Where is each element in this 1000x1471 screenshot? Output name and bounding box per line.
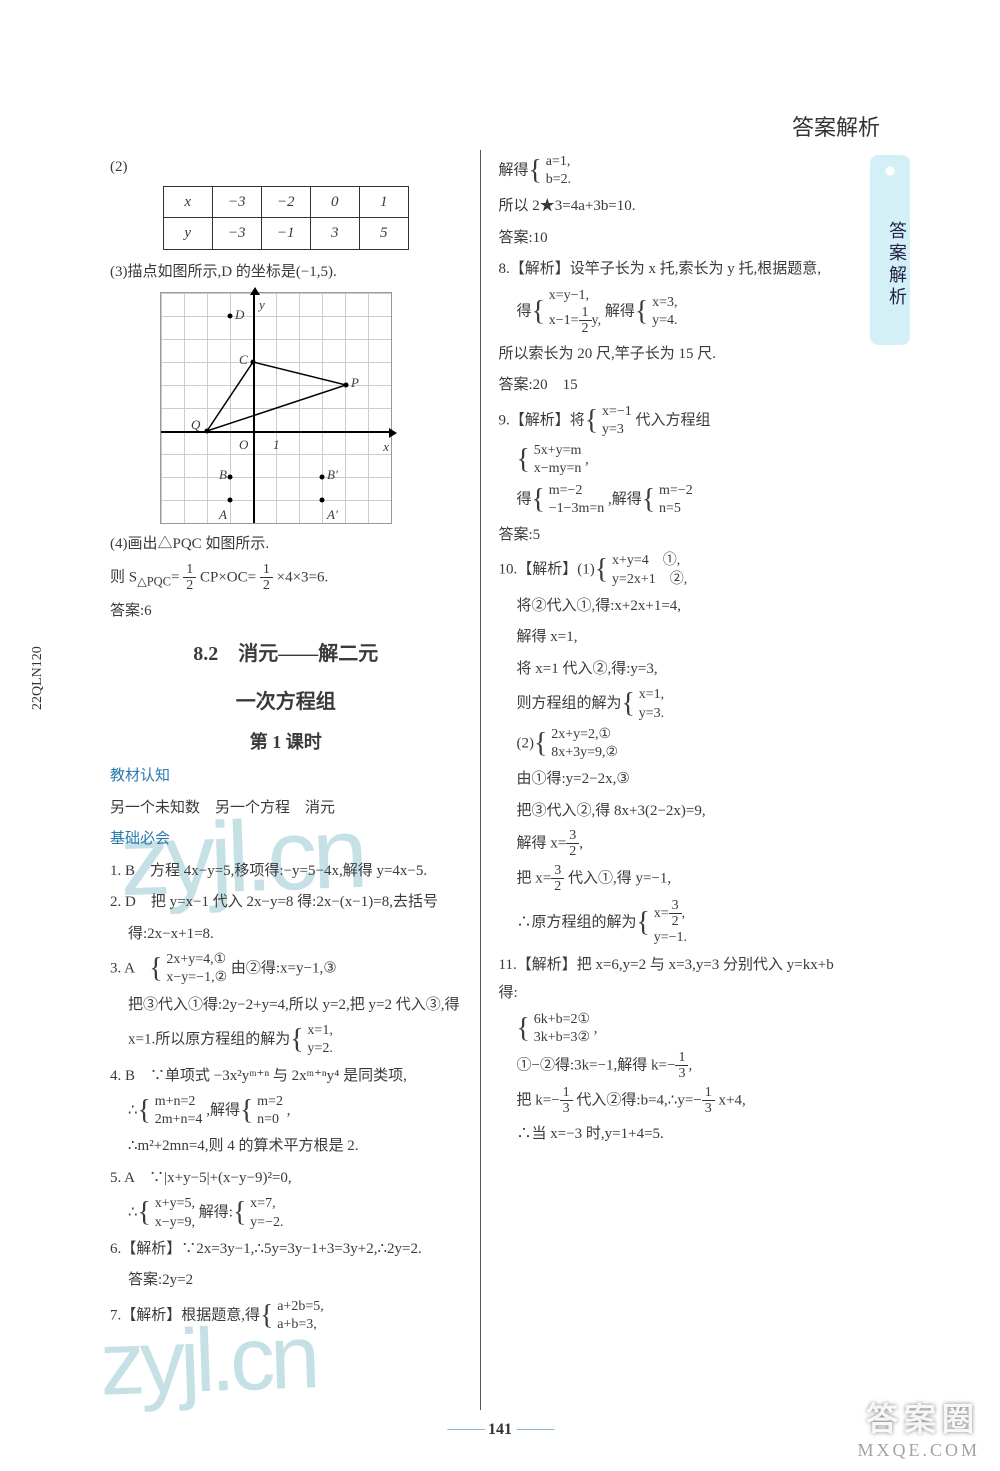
right-column: 解得{ a=1,b=2. 所以 2★3=4a+3b=10. 答案:10 8.【解… bbox=[481, 150, 861, 1410]
watermark-text: MXQE.COM bbox=[857, 1440, 980, 1461]
point-label: B bbox=[219, 463, 227, 488]
lesson-title: 第 1 课时 bbox=[110, 725, 462, 759]
text-line: 得:2x−x+1=8. bbox=[110, 920, 462, 949]
answer-line: 答案:20 15 bbox=[499, 371, 851, 400]
answer-line: 答案:10 bbox=[499, 224, 851, 253]
text-line: 所以索长为 20 尺,竿子长为 15 尺. bbox=[499, 340, 851, 369]
text-line: 得{ x=y−1, x−1=12y, 解得{ x=3,y=4. bbox=[499, 287, 851, 337]
answer-line: 答案:2y=2 bbox=[110, 1266, 462, 1295]
point-label: A bbox=[219, 503, 227, 528]
text-line: x=1.所以原方程组的解为{ x=1,y=2. bbox=[110, 1022, 462, 1058]
text-line: 解得{ a=1,b=2. bbox=[499, 153, 851, 189]
text-line: 由①得:y=2−2x,③ bbox=[499, 765, 851, 794]
answer-line: 答案:6 bbox=[110, 597, 462, 626]
text-line: ∴m²+2mn=4,则 4 的算术平方根是 2. bbox=[110, 1132, 462, 1161]
footer-watermark: 答案圈 MXQE.COM bbox=[857, 1394, 980, 1461]
text-line: { 6k+b=2①3k+b=3② , bbox=[499, 1011, 851, 1047]
point-label: B' bbox=[327, 463, 338, 488]
category-label: 基础必会 bbox=[110, 825, 462, 854]
text-line: ∴{ x+y=5,x−y=9, 解得:{ x=7,y=−2. bbox=[110, 1195, 462, 1231]
cell: −1 bbox=[261, 218, 310, 250]
text-line: 6.【解析】∵2x=3y−1,∴5y=3y−1+3=3y+2,∴2y=2. bbox=[110, 1235, 462, 1264]
table-row: x −3 −2 0 1 bbox=[163, 186, 408, 218]
page-header: 答案解析 bbox=[792, 110, 880, 142]
content-columns: (2) x −3 −2 0 1 y −3 −1 3 5 (3)描点如图所示,D … bbox=[100, 150, 860, 1410]
text-line: 7.【解析】根据题意,得{ a+2b=5,a+b=3, bbox=[110, 1298, 462, 1334]
cell: 0 bbox=[310, 186, 359, 218]
text-line: 11.【解析】把 x=6,y=2 与 x=3,y=3 分别代入 y=kx+b 得… bbox=[499, 951, 851, 1008]
cell: −3 bbox=[212, 186, 261, 218]
triangle-icon bbox=[161, 293, 391, 523]
item-label: (2) bbox=[110, 153, 462, 182]
text-line: ①−②得:3k=−1,解得 k=−13, bbox=[499, 1050, 851, 1082]
cell: x bbox=[163, 186, 212, 218]
text-line: 2. D 把 y=x−1 代入 2x−y=8 得:2x−(x−1)=8,去括号 bbox=[110, 888, 462, 917]
text-line: 4. B ∵单项式 −3x²yᵐ⁺ⁿ 与 2xᵐ⁺ⁿy⁴ 是同类项, bbox=[110, 1062, 462, 1091]
text-line: 3. A { 2x+y=4,①x−y=−1,② 由②得:x=y−1,③ bbox=[110, 951, 462, 987]
text-line: 则方程组的解为{ x=1,y=3. bbox=[499, 686, 851, 722]
cell: −2 bbox=[261, 186, 310, 218]
text-line: 把 k=−13 代入②得:b=4,∴y=−13 x+4, bbox=[499, 1085, 851, 1117]
text-line: 所以 2★3=4a+3b=10. bbox=[499, 192, 851, 221]
cell: −3 bbox=[212, 218, 261, 250]
text-line: 把 x=32 代入①,得 y=−1, bbox=[499, 863, 851, 895]
text-line: 则 S△PQC= 12 CP×OC= 12 ×4×3=6. bbox=[110, 562, 462, 594]
text-line: (2){ 2x+y=2,①8x+3y=9,② bbox=[499, 726, 851, 762]
table-row: y −3 −1 3 5 bbox=[163, 218, 408, 250]
text-line: (3)描点如图所示,D 的坐标是(−1,5). bbox=[110, 258, 462, 287]
answer-line: 答案:5 bbox=[499, 521, 851, 550]
side-tab: 答案解析 bbox=[870, 155, 910, 345]
text-line: 5. A ∵|x+y−5|+(x−y−9)²=0, bbox=[110, 1164, 462, 1193]
text-line: 把③代入②,得 8x+3(2−2x)=9, bbox=[499, 797, 851, 826]
section-title: 一次方程组 bbox=[110, 683, 462, 721]
text-line: 得{ m=−2−1−3m=n ,解得{ m=−2n=5 bbox=[499, 482, 851, 518]
text-line: 另一个未知数 另一个方程 消元 bbox=[110, 794, 462, 823]
text-line: 8.【解析】设竿子长为 x 托,索长为 y 托,根据题意, bbox=[499, 255, 851, 284]
cell: 5 bbox=[359, 218, 408, 250]
text-line: ∴{ m+n=22m+n=4 ,解得{ m=2n=0 , bbox=[110, 1093, 462, 1129]
text-line: 1. B 方程 4x−y=5,移项得:−y=5−4x,解得 y=4x−5. bbox=[110, 857, 462, 886]
page: 答案解析 答案解析 22QLN120 zyjl.cn zyjl.cn (2) x… bbox=[0, 0, 1000, 1471]
text-line: 解得 x=32, bbox=[499, 828, 851, 860]
cell: y bbox=[163, 218, 212, 250]
point-label: A' bbox=[327, 503, 338, 528]
category-label: 教材认知 bbox=[110, 762, 462, 791]
text-line: 将 x=1 代入②,得:y=3, bbox=[499, 655, 851, 684]
cell: 3 bbox=[310, 218, 359, 250]
text-line: (4)画出△PQC 如图所示. bbox=[110, 530, 462, 559]
cell: 1 bbox=[359, 186, 408, 218]
xy-table: x −3 −2 0 1 y −3 −1 3 5 bbox=[163, 186, 409, 250]
point-label: C bbox=[239, 348, 248, 373]
text-line: 解得 x=1, bbox=[499, 623, 851, 652]
text-line: 9.【解析】将{ x=−1y=3 代入方程组 bbox=[499, 403, 851, 439]
coordinate-graph: O 1 x y D C P Q B A B' A' bbox=[160, 292, 392, 524]
text-line: 把③代入①得:2y−2+y=4,所以 y=2,把 y=2 代入③,得 bbox=[110, 991, 462, 1020]
text-line: 将②代入①,得:x+2x+1=4, bbox=[499, 592, 851, 621]
text-line: { 5x+y=mx−my=n , bbox=[499, 442, 851, 478]
watermark-text: 答案圈 bbox=[857, 1394, 980, 1440]
doc-code: 22QLN120 bbox=[30, 646, 46, 710]
section-title: 8.2 消元——解二元 bbox=[110, 635, 462, 673]
text-line: 10.【解析】(1){ x+y=4 ①,y=2x+1 ②, bbox=[499, 552, 851, 588]
point-label: P bbox=[351, 371, 359, 396]
point-label: Q bbox=[191, 413, 200, 438]
page-number: ⸻ 141 ⸻ bbox=[447, 1415, 554, 1439]
text-line: ∴当 x=−3 时,y=1+4=5. bbox=[499, 1120, 851, 1149]
text-line: ∴原方程组的解为{ x=32, y=−1. bbox=[499, 898, 851, 948]
left-column: (2) x −3 −2 0 1 y −3 −1 3 5 (3)描点如图所示,D … bbox=[100, 150, 481, 1410]
point-label: D bbox=[235, 303, 244, 328]
